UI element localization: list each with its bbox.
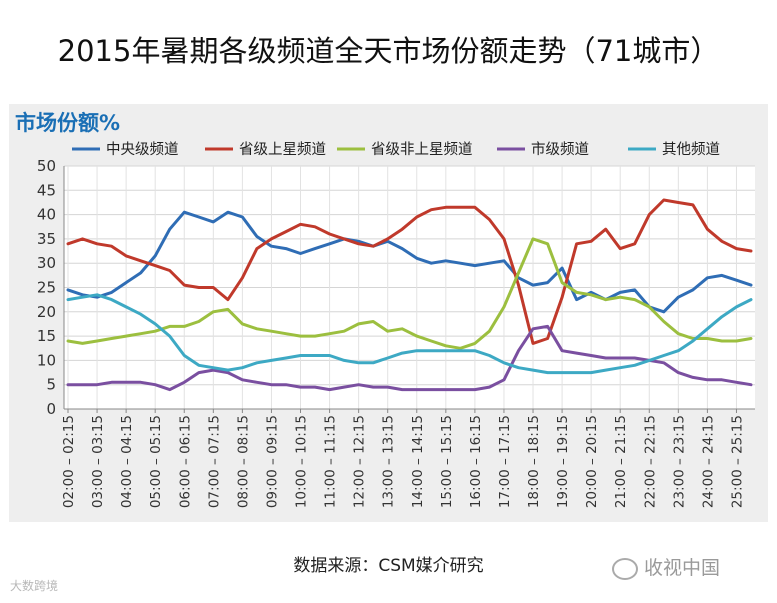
x-tick-label: 20:00 – 20:15 bbox=[584, 415, 600, 508]
series-line-2 bbox=[66, 198, 753, 345]
x-tick-label: 10:00 – 10:15 bbox=[294, 415, 310, 508]
legend-label: 省级上星频道 bbox=[239, 141, 326, 158]
x-tick-label: 18:00 – 18:15 bbox=[526, 415, 542, 508]
x-tick-label: 23:00 – 23:15 bbox=[671, 415, 687, 508]
wechat-icon bbox=[612, 557, 638, 580]
y-tick-label: 35 bbox=[37, 230, 56, 248]
y-tick-label: 10 bbox=[37, 351, 56, 369]
legend-label: 中央级频道 bbox=[106, 141, 179, 158]
x-tick-label: 08:00 – 08:15 bbox=[235, 415, 251, 508]
y-tick-label: 45 bbox=[37, 181, 56, 199]
y-tick-label: 40 bbox=[37, 206, 56, 224]
x-tick-label: 15:00 – 15:15 bbox=[439, 415, 455, 508]
x-tick-label: 24:00 – 24:15 bbox=[700, 415, 716, 508]
chart-title: 2015年暑期各级频道全天市场份额走势（71城市） bbox=[57, 34, 720, 68]
legend-label: 市级频道 bbox=[531, 141, 589, 158]
x-tick-label: 07:00 – 07:15 bbox=[206, 415, 222, 508]
x-tick-label: 09:00 – 09:15 bbox=[264, 415, 280, 508]
x-tick-label: 06:00 – 06:15 bbox=[177, 415, 193, 508]
y-tick-label: 5 bbox=[46, 376, 56, 394]
x-tick-label: 21:00 – 21:15 bbox=[613, 415, 629, 508]
x-tick-label: 04:00 – 04:15 bbox=[119, 415, 135, 508]
x-tick-label: 22:00 – 22:15 bbox=[642, 415, 658, 508]
x-tick-label: 25:00 – 25:15 bbox=[729, 415, 745, 508]
y-tick-label: 50 bbox=[37, 157, 56, 175]
series-line-1 bbox=[66, 210, 753, 314]
watermark-left: 大数跨境 bbox=[10, 579, 59, 593]
legend-label: 其他频道 bbox=[662, 141, 720, 158]
x-tick-label: 19:00 – 19:15 bbox=[555, 415, 571, 508]
legend-label: 省级非上星频道 bbox=[371, 141, 473, 158]
x-tick-label: 14:00 – 14:15 bbox=[410, 415, 426, 508]
y-tick-label: 0 bbox=[46, 400, 56, 418]
x-tick-label: 03:00 – 03:15 bbox=[90, 415, 106, 508]
y-tick-label: 15 bbox=[37, 327, 56, 345]
x-tick-label: 17:00 – 17:15 bbox=[497, 415, 513, 508]
y-tick-label: 20 bbox=[37, 303, 56, 321]
series-line-5 bbox=[66, 293, 753, 375]
watermark-right: 收视中国 bbox=[612, 553, 720, 580]
x-tick-label: 11:00 – 11:15 bbox=[323, 415, 339, 508]
y-tick-label: 25 bbox=[37, 279, 56, 297]
series-line-4 bbox=[66, 324, 753, 392]
x-tick-label: 05:00 – 05:15 bbox=[148, 415, 164, 508]
x-tick-label: 16:00 – 16:15 bbox=[468, 415, 484, 508]
source-note: 数据来源：CSM媒介研究 bbox=[293, 556, 484, 576]
y-axis-label: 市场份额% bbox=[15, 111, 121, 135]
series-line-3 bbox=[66, 237, 753, 350]
x-tick-label: 12:00 – 12:15 bbox=[352, 415, 368, 508]
watermark-right-text: 收视中国 bbox=[644, 557, 721, 579]
x-tick-label: 02:00 – 02:15 bbox=[61, 415, 77, 508]
y-tick-label: 30 bbox=[37, 254, 56, 272]
x-tick-label: 13:00 – 13:15 bbox=[381, 415, 397, 508]
